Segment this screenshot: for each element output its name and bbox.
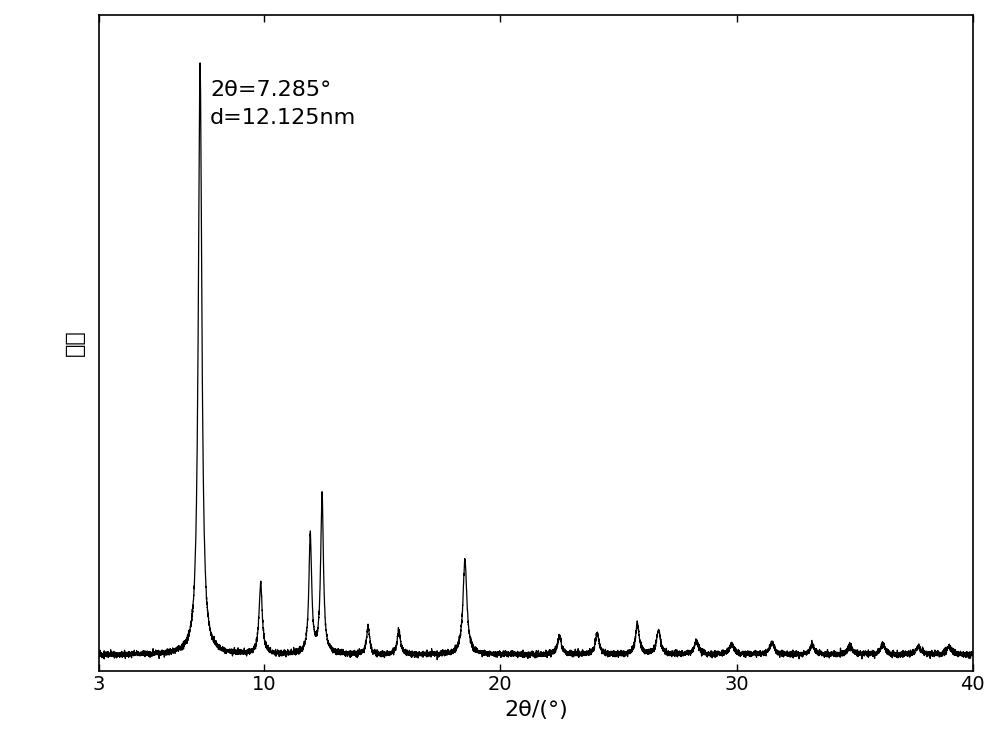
Text: 2θ=7.285°
d=12.125nm: 2θ=7.285° d=12.125nm xyxy=(210,80,356,128)
X-axis label: 2θ/(°): 2θ/(°) xyxy=(504,700,568,720)
Y-axis label: 强度: 强度 xyxy=(65,329,85,356)
